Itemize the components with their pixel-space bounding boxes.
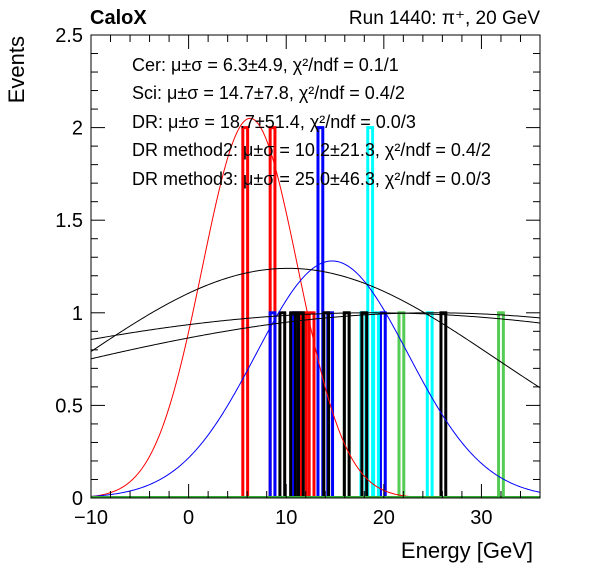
- legend-entry-dr-method3: DR method3: μ±σ = 25.0±46.3, χ²/ndf = 0.…: [132, 169, 491, 189]
- x-tick-label-1: 0: [183, 507, 194, 529]
- x-tick-label-3: 20: [373, 507, 395, 529]
- y-tick-label-0: 0: [72, 488, 83, 510]
- y-tick-label-5: 2.5: [55, 25, 83, 47]
- legend-entry-cer: Cer: μ±σ = 6.3±4.9, χ²/ndf = 0.1/1: [132, 55, 399, 75]
- axis-ticks: [90, 34, 541, 499]
- fit-curve-3: [90, 267, 541, 389]
- y-tick-label-4: 2: [72, 118, 83, 140]
- y-tick-label-1: 0.5: [55, 395, 83, 417]
- fit-curve-1: [90, 260, 541, 497]
- legend-entry-dr-method2: DR method2: μ±σ = 10.2±21.3, χ²/ndf = 0.…: [132, 140, 491, 160]
- fit-curve-2: [90, 312, 541, 341]
- x-axis-label: Energy [GeV]: [401, 538, 533, 563]
- x-tick-label-0: −10: [74, 507, 108, 529]
- y-axis-label: Events: [4, 36, 29, 103]
- y-tick-label-2: 1: [72, 303, 83, 325]
- y-tick-label-3: 1.5: [55, 210, 83, 232]
- fit-curve-4: [90, 312, 541, 360]
- title-left: CaloX: [90, 7, 147, 29]
- legend: Cer: μ±σ = 6.3±4.9, χ²/ndf = 0.1/1 Sci: …: [132, 55, 491, 189]
- x-tick-label-2: 10: [275, 507, 297, 529]
- plot-frame: [90, 34, 541, 499]
- x-tick-label-4: 30: [470, 507, 492, 529]
- legend-entry-sci: Sci: μ±σ = 14.7±7.8, χ²/ndf = 0.4/2: [132, 83, 405, 103]
- legend-entry-dr: DR: μ±σ = 18.7±51.4, χ²/ndf = 0.0/3: [132, 112, 416, 132]
- title-right: Run 1440: π⁺, 20 GeV: [349, 8, 540, 29]
